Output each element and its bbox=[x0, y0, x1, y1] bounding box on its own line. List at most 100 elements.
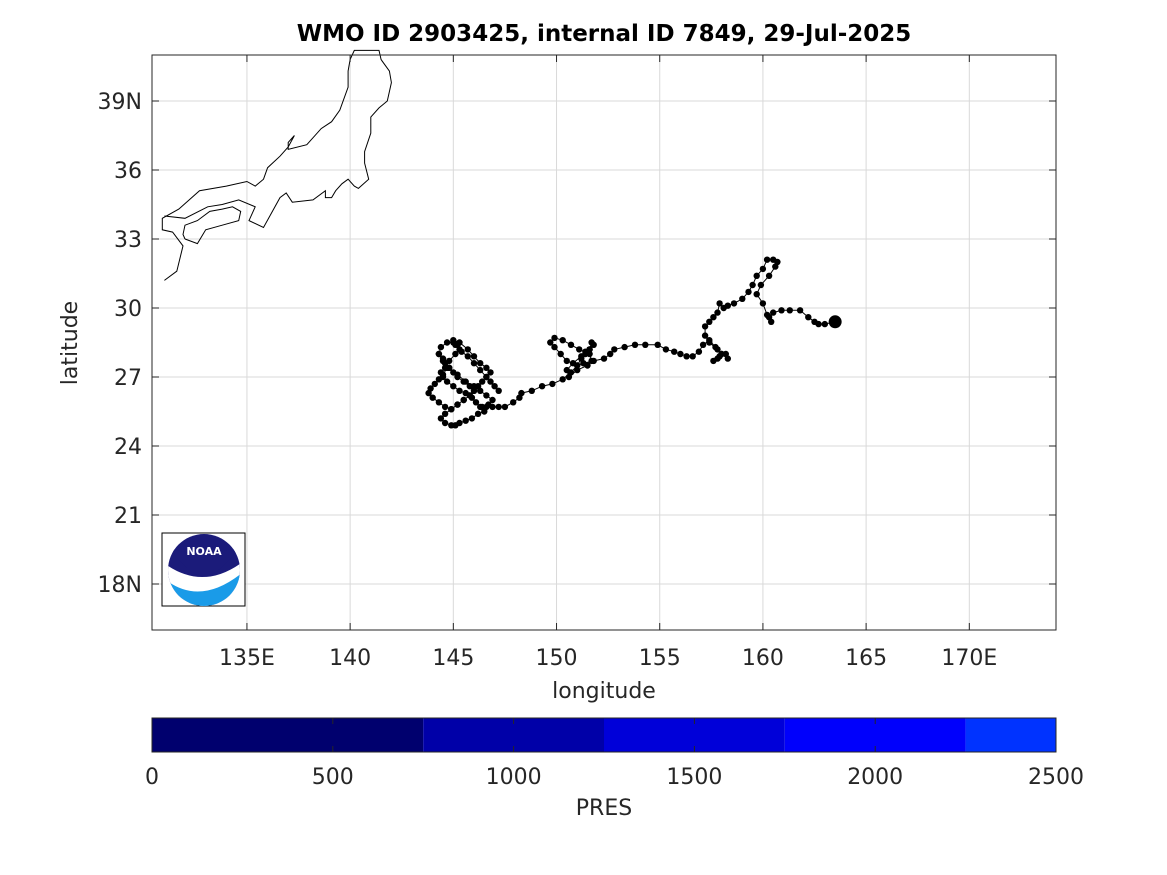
profile-point bbox=[464, 346, 471, 353]
coastline-honshu bbox=[161, 49, 392, 281]
coastline-shikoku bbox=[182, 206, 242, 245]
profile-point bbox=[718, 350, 725, 358]
profile-point bbox=[448, 406, 455, 413]
profile-point bbox=[479, 378, 486, 385]
colorbar-tick-label: 1000 bbox=[486, 765, 542, 790]
profile-point bbox=[786, 307, 793, 314]
profile-point bbox=[677, 350, 684, 358]
x-axis-ticks: 135E 140 145 150 155 160 165 170E bbox=[219, 55, 997, 671]
profile-point bbox=[460, 396, 467, 404]
profile-point bbox=[724, 355, 731, 362]
y-tick-label: 30 bbox=[114, 297, 142, 322]
profile-point bbox=[501, 403, 509, 411]
profile-point bbox=[441, 403, 449, 411]
profile-point bbox=[765, 272, 773, 279]
profile-point bbox=[706, 318, 713, 325]
colorbar-tick-label: 2500 bbox=[1028, 765, 1084, 790]
y-tick-label: 21 bbox=[114, 504, 142, 529]
profile-point bbox=[821, 320, 828, 328]
profile-point bbox=[470, 387, 478, 394]
profile-point bbox=[443, 339, 451, 346]
profile-point bbox=[621, 343, 628, 351]
x-tick-label: 135E bbox=[219, 646, 275, 671]
profile-point bbox=[450, 369, 457, 376]
profile-point bbox=[443, 364, 451, 371]
colorbar-tick-label: 0 bbox=[145, 765, 159, 790]
profile-point bbox=[483, 392, 490, 399]
profile-point bbox=[706, 337, 713, 344]
profile-point bbox=[763, 311, 771, 319]
colorbar-tick-label: 1500 bbox=[666, 765, 722, 790]
profile-point bbox=[448, 422, 455, 429]
profile-point bbox=[588, 357, 595, 365]
x-tick-label: 160 bbox=[742, 646, 784, 671]
profile-point bbox=[443, 378, 451, 385]
profile-point bbox=[759, 300, 767, 307]
profile-point bbox=[538, 383, 546, 390]
profile-point bbox=[582, 350, 589, 358]
profile-point bbox=[642, 341, 649, 348]
y-axis-ticks: 18N 21 24 27 30 33 36 39N bbox=[98, 90, 1056, 598]
colorbar-band bbox=[965, 718, 1056, 752]
profile-point bbox=[466, 392, 473, 399]
profile-point bbox=[588, 339, 595, 346]
profile-point bbox=[611, 346, 618, 353]
profile-point bbox=[574, 366, 581, 374]
profile-point bbox=[578, 355, 585, 362]
colorbar-label: PRES bbox=[576, 796, 632, 821]
x-axis-label: longitude bbox=[552, 679, 656, 704]
profile-point bbox=[495, 387, 502, 394]
profile-point bbox=[689, 353, 696, 360]
profile-point bbox=[778, 307, 785, 314]
profile-point bbox=[425, 389, 432, 397]
profile-point bbox=[462, 417, 469, 424]
colorbar-tick-label: 500 bbox=[312, 765, 354, 790]
y-tick-label: 33 bbox=[114, 228, 142, 253]
noaa-logo: NOAA bbox=[161, 532, 246, 607]
profile-point bbox=[464, 353, 471, 360]
y-tick-label: 39N bbox=[98, 90, 142, 115]
logo-gull-swoosh bbox=[170, 546, 240, 576]
profile-point bbox=[491, 383, 498, 390]
profile-point bbox=[753, 272, 760, 279]
x-tick-label: 150 bbox=[536, 646, 578, 671]
profile-point bbox=[796, 307, 804, 314]
profile-point bbox=[551, 334, 558, 342]
plot-frame bbox=[151, 54, 1057, 631]
colorbar bbox=[151, 717, 1057, 753]
profile-point bbox=[559, 376, 566, 383]
profile-point bbox=[567, 369, 575, 376]
profile-point bbox=[439, 357, 447, 365]
x-tick-label: 145 bbox=[432, 646, 474, 671]
profile-point bbox=[770, 256, 777, 263]
profile-point bbox=[477, 360, 484, 367]
profile-point bbox=[435, 350, 443, 358]
x-tick-label: 165 bbox=[845, 646, 887, 671]
colorbar-band bbox=[152, 718, 424, 752]
profile-point bbox=[510, 399, 517, 406]
profile-point bbox=[487, 369, 494, 376]
profile-point bbox=[695, 348, 703, 355]
profile-point bbox=[470, 360, 478, 367]
profile-point bbox=[481, 408, 488, 415]
map-plot: 135E 140 145 150 155 160 165 170E 18N 21 24 27 30 33… bbox=[98, 49, 1057, 671]
profile-point bbox=[547, 339, 554, 346]
profile-point bbox=[600, 355, 608, 362]
profile-point bbox=[662, 346, 670, 353]
profile-point bbox=[586, 346, 593, 353]
profile-point bbox=[437, 343, 445, 351]
profile-point bbox=[528, 387, 535, 394]
colorbar-tick-label: 2000 bbox=[847, 765, 903, 790]
profile-point bbox=[435, 399, 443, 406]
profile-point bbox=[458, 348, 465, 355]
profile-point bbox=[749, 281, 756, 289]
profile-point bbox=[716, 300, 723, 307]
profile-point bbox=[452, 350, 459, 358]
profile-point bbox=[487, 378, 494, 385]
profile-point bbox=[474, 410, 482, 417]
profile-point bbox=[770, 309, 777, 316]
x-tick-label: 170E bbox=[941, 646, 997, 671]
profile-point bbox=[559, 337, 566, 344]
profile-point bbox=[474, 383, 482, 390]
